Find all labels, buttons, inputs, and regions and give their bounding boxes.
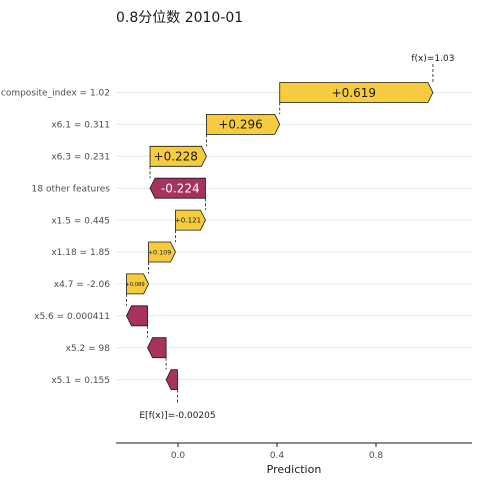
feature-label: x5.2 = 98 <box>66 344 111 354</box>
negative-bar <box>147 337 167 359</box>
feature-label: x1.5 = 0.445 <box>51 216 110 226</box>
positive-bar <box>175 209 206 231</box>
x-ticks-layer: 0.0 0.4 0.8 <box>171 443 384 461</box>
feature-label: x5.6 = 0.000411 <box>34 312 110 322</box>
positive-bar <box>206 114 281 135</box>
bar-value-label: +0.109 <box>148 248 172 256</box>
bar-value-label: +0.228 <box>154 150 198 164</box>
feature-label: composite_index = 1.02 <box>1 89 110 99</box>
feature-label: x5.1 = 0.155 <box>51 376 110 386</box>
bar-value-label: +0.296 <box>218 118 262 132</box>
feature-label: x6.3 = 0.231 <box>51 153 110 163</box>
positive-bar <box>149 145 207 167</box>
positive-bar <box>126 273 149 295</box>
x-tick-label: 0.8 <box>369 451 384 461</box>
negative-bar <box>149 177 206 199</box>
feature-label: x4.7 = -2.06 <box>54 280 110 290</box>
bar-value-label: +0.089 <box>125 282 144 288</box>
negative-bar <box>126 305 148 327</box>
negative-bar <box>165 369 178 391</box>
bar-value-label: +0.121 <box>175 216 201 225</box>
feature-label: x1.18 = 1.85 <box>51 248 110 258</box>
prediction-label: f(x)=1.03 <box>411 54 454 64</box>
feature-label: x6.1 = 0.311 <box>51 121 110 131</box>
feature-label: 18 other features <box>32 184 111 194</box>
x-tick-label: 0.4 <box>270 451 285 461</box>
bar-value-label: +0.619 <box>332 86 376 100</box>
y-labels-layer: composite_index = 1.02 x6.1 = 0.311 x6.3 =… <box>1 89 110 386</box>
connectors-layer <box>126 64 434 404</box>
positive-bar <box>279 82 434 103</box>
bar-value-label: -0.224 <box>161 182 200 196</box>
x-axis-title: Prediction <box>267 463 322 476</box>
positive-bar <box>148 241 176 263</box>
chart-title: 0.8分位数 2010-01 <box>116 10 243 26</box>
grid-lines <box>116 92 472 381</box>
value-labels-layer: +0.619 +0.296 +0.228 -0.224 +0.121 +0.109 +0.0… <box>125 86 376 288</box>
x-tick-label: 0.0 <box>171 451 186 461</box>
bars-layer <box>126 82 434 391</box>
base-value-label: E[f(x)]=-0.00205 <box>139 411 215 421</box>
